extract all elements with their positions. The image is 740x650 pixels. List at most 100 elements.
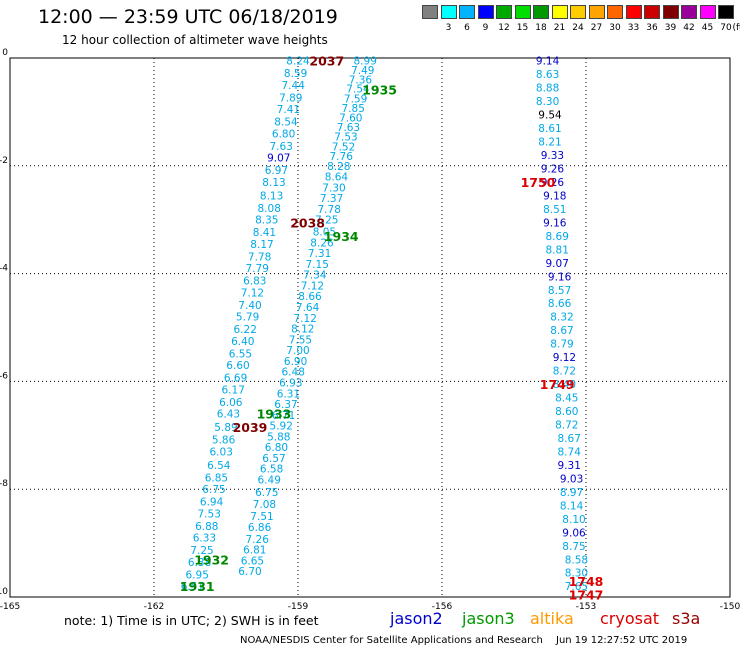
data-point-label: 8.67: [550, 325, 573, 337]
data-point-label: 6.38: [188, 557, 211, 569]
data-point-label: 6.43: [217, 409, 240, 421]
pass-time-label: 1934: [324, 229, 359, 244]
data-point-label: 9.07: [267, 153, 290, 165]
y-tick-label: -2: [0, 156, 8, 166]
data-point-label: 9.26: [541, 163, 565, 175]
data-point-label: 8.21: [538, 137, 561, 149]
data-point-label: 9.16: [548, 271, 572, 283]
color-scale-label: 70: [720, 23, 732, 33]
data-point-label: 6.95: [186, 569, 209, 581]
y-tick-label: -4: [0, 264, 8, 274]
data-point-label: 9.31: [558, 460, 581, 472]
color-scale-label: 15: [516, 23, 529, 33]
color-scale-label: 27: [590, 23, 603, 33]
data-point-label: 8.05: [313, 227, 336, 239]
data-point-label: 6.88: [195, 521, 218, 533]
data-point-label: 7.31: [308, 248, 331, 260]
data-point-label: 5.92: [270, 421, 293, 433]
data-point-label: 7.79: [246, 263, 269, 275]
data-point-label: 6.58: [260, 464, 283, 476]
data-point-label: 6.33: [193, 533, 216, 545]
y-tick-label: -8: [0, 479, 8, 489]
data-point-label: 7.40: [238, 300, 261, 312]
data-point-label: 9.03: [560, 473, 583, 485]
data-point-label: 6.90: [284, 356, 307, 368]
data-point-label: 7.53: [334, 132, 357, 144]
data-point-label: 6.31: [277, 388, 300, 400]
data-point-label: 7.78: [318, 204, 341, 216]
data-point-label: 5.88: [267, 431, 290, 443]
x-tick-label: -162: [144, 602, 164, 612]
page-subtitle: 12 hour collection of altimeter wave hei…: [62, 33, 328, 47]
data-point-label: 5.86: [212, 435, 236, 447]
data-point-label: 8.32: [550, 312, 573, 324]
pass-time-label: 2038: [290, 215, 325, 230]
data-point-label: 8.63: [536, 69, 559, 81]
data-point-label: 6.17: [222, 384, 245, 396]
data-point-label: 6.57: [262, 453, 285, 465]
data-point-label: 8.72: [555, 420, 578, 432]
data-point-label: 6.49: [258, 474, 281, 486]
pass-time-label: 1748: [569, 574, 604, 589]
color-scale-cell: [607, 5, 623, 19]
color-scale-cell: [644, 5, 660, 19]
color-scale-cell: [718, 5, 734, 19]
footer-note: note: 1) Time is in UTC; 2) SWH is in fe…: [64, 613, 319, 628]
color-scale-label: 18: [535, 23, 547, 33]
data-point-label: 6.69: [224, 373, 247, 385]
data-point-label: 6.51: [181, 581, 204, 593]
pass-time-label: 1750: [521, 175, 556, 190]
data-point-label: 8.35: [255, 215, 278, 227]
data-point-label: 8.13: [260, 190, 283, 202]
color-scale-label: 33: [627, 23, 640, 33]
data-point-label: 7.08: [253, 499, 276, 511]
data-point-label: 8.67: [558, 433, 581, 445]
data-point-label: 7.41: [277, 104, 300, 116]
data-point-label: 6.60: [226, 360, 249, 372]
data-point-label: 7.89: [279, 92, 302, 104]
satellite-legend-item: altika: [530, 609, 574, 628]
data-point-label: 9.18: [543, 190, 566, 202]
data-point-label: 6.80: [272, 128, 295, 140]
plot-frame: [9, 57, 731, 598]
x-tick-label: -153: [576, 602, 596, 612]
data-point-label: 6.37: [274, 399, 297, 411]
color-scale-cell: [459, 5, 475, 19]
data-point-label: 8.69: [546, 231, 569, 243]
data-point-label: 8.81: [546, 244, 569, 256]
data-point-label: 8.12: [291, 324, 314, 336]
data-point-label: 8.28: [327, 161, 350, 173]
data-point-label: 7.54: [346, 84, 370, 96]
color-scale-cell: [551, 5, 568, 19]
data-point-label: 8.57: [548, 285, 571, 297]
data-point-label: 7.64: [296, 302, 320, 314]
satellite-legend-item: s3a: [672, 609, 701, 628]
data-point-label: 6.83: [243, 276, 266, 288]
data-point-label: 8.75: [562, 541, 585, 553]
color-scale-cell: [422, 5, 438, 19]
data-point-label: 9.07: [546, 258, 569, 270]
color-scale-cell: [440, 5, 457, 19]
data-point-label: 8.79: [550, 339, 573, 351]
satellite-legend-item: cryosat: [600, 609, 660, 628]
data-point-label: 8.51: [543, 204, 566, 216]
timestamp: Jun 19 12:27:52 UTC 2019: [556, 635, 688, 646]
color-scale-cell: [662, 5, 679, 19]
data-point-label: 7.34: [303, 270, 327, 282]
data-point-label: 7.15: [306, 259, 329, 271]
color-scale-cell: [533, 5, 549, 19]
pass-time-label: 1933: [257, 407, 292, 422]
color-scale-cell: [588, 5, 605, 19]
data-point-label: 7.49: [351, 65, 374, 77]
satellite-legend-item: jason2: [390, 609, 443, 628]
data-point-label: 7.25: [190, 545, 213, 557]
data-point-label: 7.00: [286, 345, 309, 357]
color-scale-cell: [625, 5, 642, 19]
pass-time-label: 1932: [194, 552, 229, 567]
color-scale-label: 39: [664, 23, 677, 33]
data-point-label: 7.65: [565, 581, 588, 593]
data-point-label: 8.41: [253, 227, 276, 239]
color-scale-label: 24: [572, 23, 584, 33]
data-point-label: 8.13: [262, 177, 285, 189]
data-point-label: 6.70: [238, 566, 261, 578]
